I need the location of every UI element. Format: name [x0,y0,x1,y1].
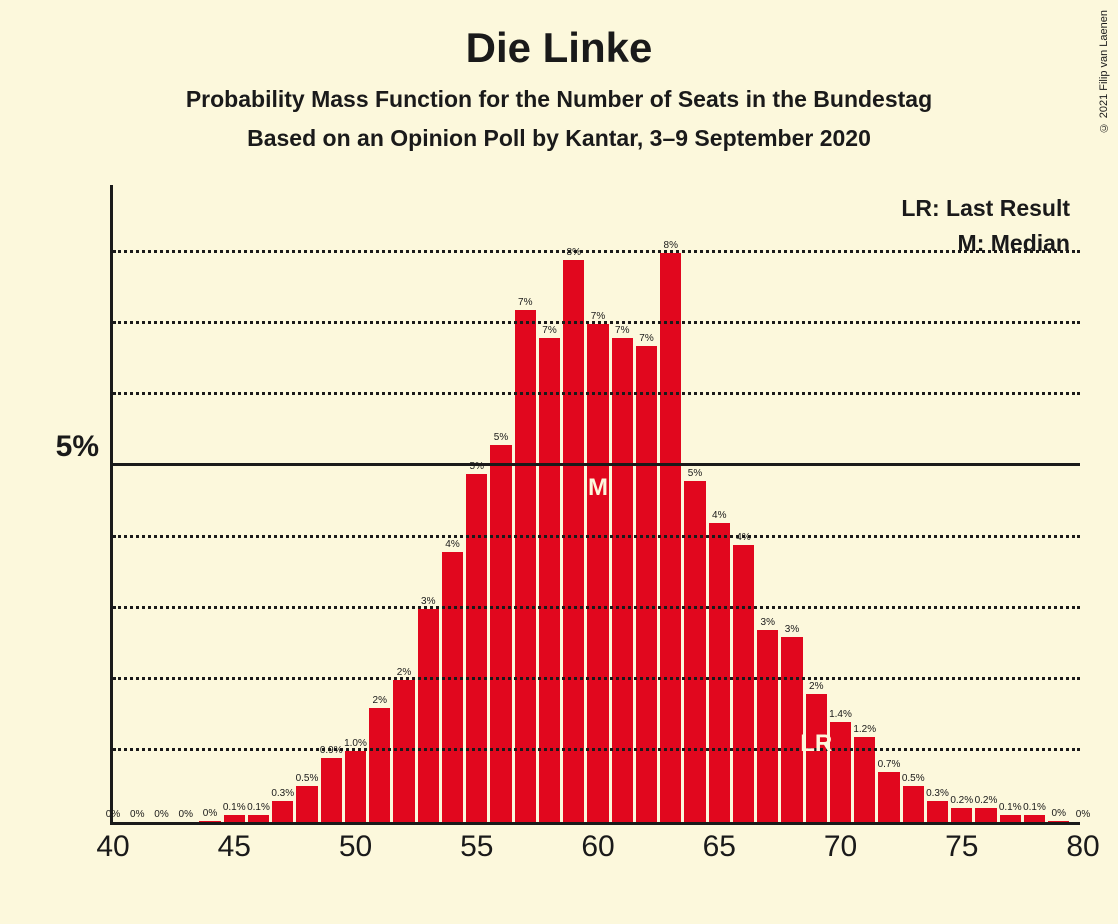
bar: 0.3% [272,801,293,822]
xtick-label: 45 [218,830,251,864]
xtick-label: 40 [96,830,129,864]
gridline [113,535,1080,538]
bar-value-label: 0.5% [902,773,925,784]
bar: 2% [369,708,390,822]
title-block: Die Linke Probability Mass Function for … [0,0,1118,152]
bar-value-label: 0.7% [878,759,901,770]
bar: 0.3% [927,801,948,822]
bar-value-label: 0% [130,809,144,820]
bar: 2% [806,694,827,822]
bar-value-label: 5% [494,432,508,443]
bar: 1.4% [830,722,851,822]
chart-subtitle-2: Based on an Opinion Poll by Kantar, 3–9 … [0,125,1118,152]
plot-area: LR: Last Result M: Median 0%0%0%0%0%0.1%… [110,185,1080,825]
bar-value-label: 0.3% [926,788,949,799]
bar: 8% [563,260,584,822]
bar-value-label: 0% [154,809,168,820]
bar: 2% [393,680,414,822]
gridline [113,677,1080,680]
bar-value-label: 0.2% [950,795,973,806]
gridline [113,748,1080,751]
bar: 7% [515,310,536,822]
bar-value-label: 0.1% [223,802,246,813]
bar-value-label: 0% [1052,808,1066,819]
bar-value-label: 7% [639,333,653,344]
bar: 1.0% [345,751,366,822]
marker-lr: LR [800,730,832,758]
gridline [113,321,1080,324]
ytick-label: 5% [56,430,99,464]
copyright-text: © 2021 Filip van Laenen [1098,10,1110,133]
xtick-label: 50 [339,830,372,864]
bars-layer: 0%0%0%0%0%0.1%0.1%0.3%0.5%0.9%1.0%2%2%3%… [113,185,1080,822]
bar-value-label: 0.2% [975,795,998,806]
bar-value-label: 5% [688,468,702,479]
bar-value-label: 4% [712,510,726,521]
bar: 0% [1048,821,1069,822]
bar-value-label: 1.4% [829,709,852,720]
xtick-label: 60 [581,830,614,864]
bar-value-label: 0.1% [1023,802,1046,813]
bar: 0.1% [1000,815,1021,822]
bar-value-label: 7% [542,325,556,336]
xtick-label: 80 [1066,830,1099,864]
bar-value-label: 1.2% [853,724,876,735]
bar-value-label: 0.3% [271,788,294,799]
chart-subtitle-1: Probability Mass Function for the Number… [0,86,1118,113]
bar: 3% [418,609,439,822]
gridline [113,392,1080,395]
bar-value-label: 7% [518,297,532,308]
bar: 0.1% [248,815,269,822]
xtick-label: 75 [945,830,978,864]
bar-value-label: 0% [179,809,193,820]
xtick-label: 55 [460,830,493,864]
bar-value-label: 0% [203,808,217,819]
bar-value-label: 0% [1076,809,1090,820]
bar-value-label: 0% [106,809,120,820]
bar: 0.5% [903,786,924,822]
bar-value-label: 0.5% [296,773,319,784]
bar: 3% [757,630,778,822]
bar: 5% [684,481,705,822]
bar: 0.2% [951,808,972,822]
bar-value-label: 3% [761,617,775,628]
gridline [113,250,1080,253]
bar: 0.2% [975,808,996,822]
bar-value-label: 7% [615,325,629,336]
bar-value-label: 4% [445,539,459,550]
bar-value-label: 2% [809,681,823,692]
bar: 0.9% [321,758,342,822]
marker-m: M [588,474,608,502]
bar-value-label: 2% [373,695,387,706]
bar: 4% [733,545,754,822]
bar: 0% [199,821,220,822]
bar: 0.1% [224,815,245,822]
bar: 4% [442,552,463,822]
bar-value-label: 3% [785,624,799,635]
bar: 0.7% [878,772,899,822]
gridline [113,463,1080,466]
bar: 5% [490,445,511,822]
chart-container: LR: Last Result M: Median 0%0%0%0%0%0.1%… [30,185,1090,875]
bar: 0.1% [1024,815,1045,822]
bar: 5% [466,474,487,822]
bar: 8% [660,253,681,822]
bar: 4% [709,523,730,822]
chart-title: Die Linke [0,24,1118,72]
xtick-label: 65 [703,830,736,864]
bar: 0.5% [296,786,317,822]
bar-value-label: 0.1% [999,802,1022,813]
bar-value-label: 0.1% [247,802,270,813]
gridline [113,606,1080,609]
xtick-label: 70 [824,830,857,864]
